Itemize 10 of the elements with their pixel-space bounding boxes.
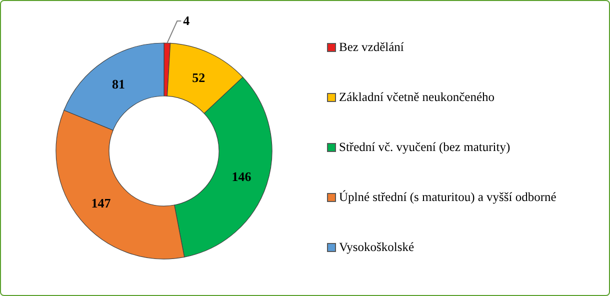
data-label: 147 — [91, 196, 112, 211]
legend-label: Střední vč. vyučení (bez maturity) — [339, 140, 510, 154]
data-label: 81 — [112, 76, 126, 92]
legend-label: Bez vzdělání — [339, 40, 404, 54]
data-label: 52 — [192, 70, 206, 86]
legend-label: Základní včetně neukončeného — [339, 90, 494, 104]
legend-label: Úplné střední (s maturitou) a vyšší odborné — [339, 190, 556, 204]
legend-label: Vysokoškolské — [339, 240, 414, 254]
data-label: 4 — [183, 13, 190, 28]
data-label: 146 — [232, 169, 252, 184]
